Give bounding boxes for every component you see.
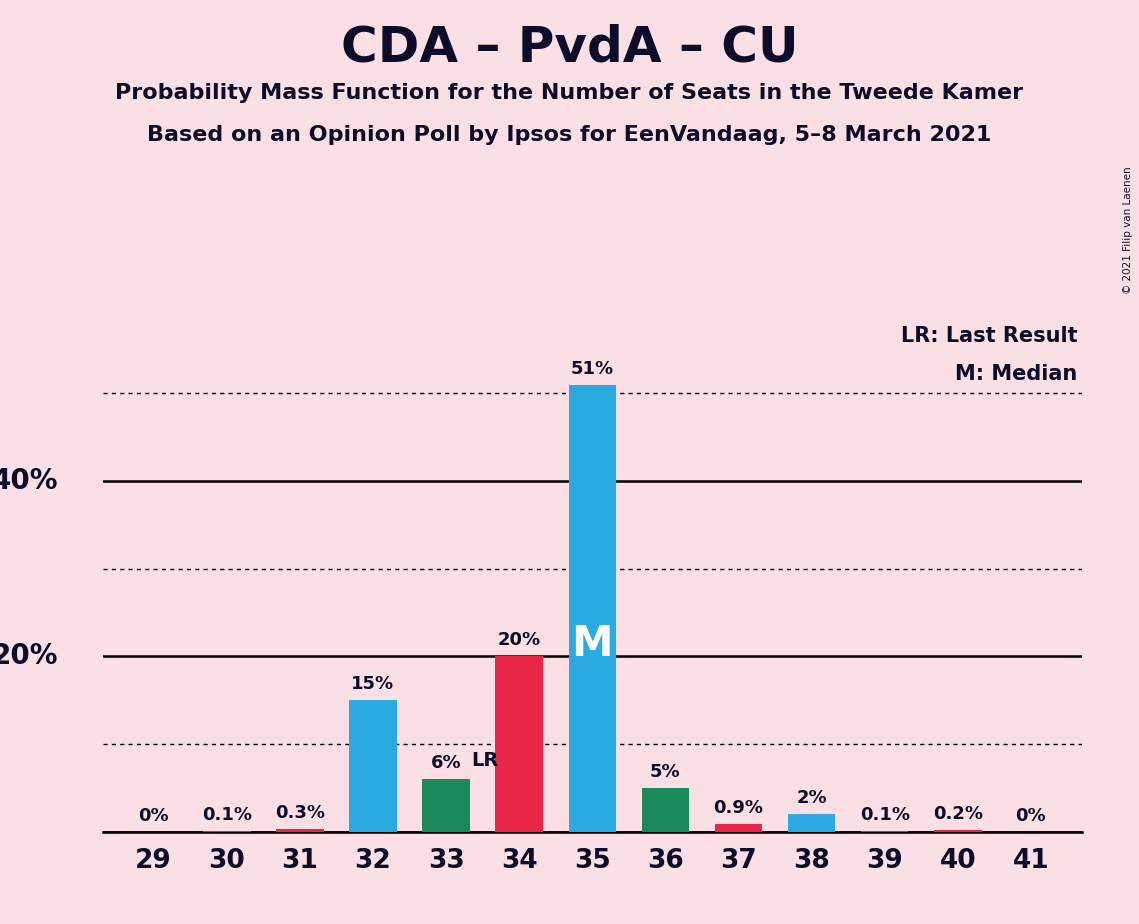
- Text: 6%: 6%: [431, 754, 461, 772]
- Text: M: M: [572, 623, 613, 665]
- Text: Probability Mass Function for the Number of Seats in the Tweede Kamer: Probability Mass Function for the Number…: [115, 83, 1024, 103]
- Text: 15%: 15%: [352, 675, 394, 693]
- Bar: [715, 823, 762, 832]
- Bar: [495, 656, 543, 832]
- Text: 0.2%: 0.2%: [933, 805, 983, 823]
- Bar: [568, 384, 616, 832]
- Text: 0.1%: 0.1%: [860, 806, 910, 823]
- Bar: [423, 779, 469, 832]
- Text: LR: LR: [472, 751, 499, 771]
- Bar: [934, 830, 982, 832]
- Text: 20%: 20%: [498, 631, 541, 650]
- Bar: [350, 700, 396, 832]
- Text: 0.1%: 0.1%: [202, 806, 252, 823]
- Text: Based on an Opinion Poll by Ipsos for EenVandaag, 5–8 March 2021: Based on an Opinion Poll by Ipsos for Ee…: [147, 125, 992, 145]
- Text: 0.3%: 0.3%: [274, 804, 325, 822]
- Text: © 2021 Filip van Laenen: © 2021 Filip van Laenen: [1123, 166, 1133, 294]
- Text: 0%: 0%: [138, 807, 169, 824]
- Text: LR: Last Result: LR: Last Result: [901, 326, 1077, 346]
- Text: 51%: 51%: [571, 359, 614, 378]
- Bar: [276, 829, 323, 832]
- Text: 20%: 20%: [0, 642, 58, 670]
- Text: 0%: 0%: [1016, 807, 1047, 824]
- Text: 2%: 2%: [796, 789, 827, 807]
- Bar: [641, 788, 689, 832]
- Text: 40%: 40%: [0, 468, 58, 495]
- Text: CDA – PvdA – CU: CDA – PvdA – CU: [341, 23, 798, 71]
- Text: 0.9%: 0.9%: [713, 798, 763, 817]
- Bar: [788, 814, 835, 832]
- Text: M: Median: M: Median: [954, 364, 1077, 384]
- Text: 5%: 5%: [650, 763, 681, 781]
